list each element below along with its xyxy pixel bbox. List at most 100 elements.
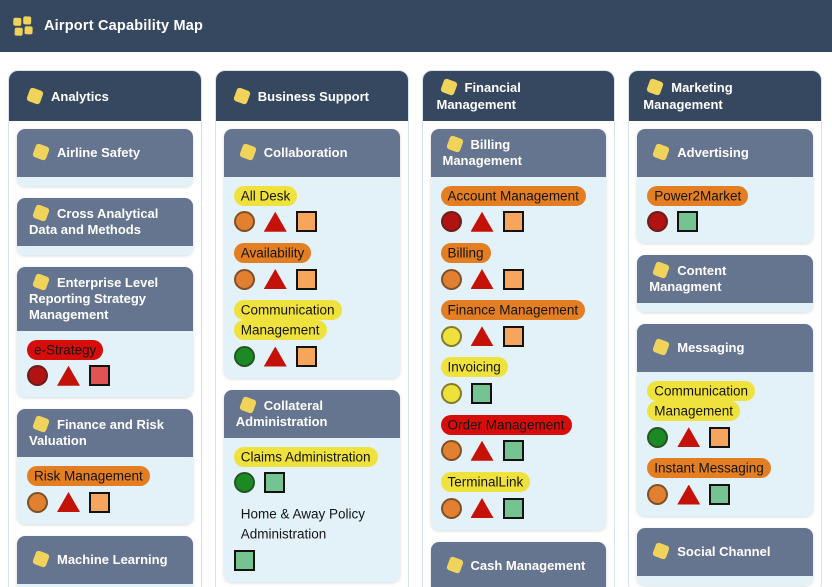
card-header[interactable]: Billing Management bbox=[430, 129, 607, 177]
card-finance-and-risk-valuation[interactable]: Finance and Risk Valuation Risk Managemen… bbox=[17, 409, 193, 524]
card-header[interactable]: Content Managment bbox=[637, 255, 813, 304]
triangle-red-icon bbox=[677, 427, 701, 448]
square-red-icon bbox=[89, 365, 110, 387]
triangle-red-icon bbox=[57, 365, 80, 386]
card-collateral-administration[interactable]: Collateral Administration Claims Administ… bbox=[223, 390, 400, 582]
card-header[interactable]: Finance and Risk Valuation bbox=[17, 409, 193, 458]
item-pill[interactable]: Billing bbox=[440, 242, 491, 263]
card-header[interactable]: Social Channel bbox=[637, 528, 813, 576]
item-pill[interactable]: Power2Market bbox=[647, 185, 749, 206]
capability-item: Billing bbox=[440, 242, 597, 290]
rating-icons bbox=[440, 325, 597, 347]
item-pill[interactable]: Account Management bbox=[440, 185, 586, 206]
card-header-text: Messaging bbox=[649, 338, 744, 357]
column-header[interactable]: Financial Management bbox=[422, 71, 615, 121]
card-enterprise-level-reporting-strategy-management[interactable]: Enterprise Level Reporting Strategy Mana… bbox=[17, 267, 193, 398]
column-header[interactable]: Business Support bbox=[215, 71, 408, 121]
app-title: Airport Capability Map bbox=[44, 18, 204, 34]
circle-green-icon bbox=[233, 472, 255, 494]
square-orange-icon bbox=[502, 268, 524, 290]
circle-orange-icon bbox=[647, 484, 669, 505]
triangle-red-icon bbox=[470, 211, 494, 232]
card-header-text: Cash Management bbox=[443, 555, 585, 574]
rating-icons bbox=[440, 211, 597, 233]
rating-icons bbox=[233, 211, 390, 233]
card-airline-safety[interactable]: Airline Safety bbox=[17, 129, 193, 186]
card-header-text: Cross Analytical Data and Methods bbox=[29, 204, 173, 238]
triangle-red-icon bbox=[677, 484, 701, 505]
triangle-red-icon bbox=[470, 498, 494, 518]
square-orange-icon bbox=[295, 211, 317, 233]
card-body bbox=[17, 177, 193, 186]
circle-orange-icon bbox=[440, 268, 462, 290]
capability-item: Communication Management bbox=[647, 380, 803, 448]
item-pill[interactable]: TerminalLink bbox=[440, 471, 531, 492]
rating-icons bbox=[647, 484, 803, 505]
card-header[interactable]: Cash Management bbox=[430, 541, 607, 587]
card-header-text: Advertising bbox=[649, 143, 749, 161]
item-pill[interactable]: Claims Administration bbox=[233, 446, 378, 467]
card-collaboration[interactable]: Collaboration All Desk Availability Communi… bbox=[223, 129, 400, 378]
square-green-icon bbox=[502, 440, 524, 462]
card-body: All Desk Availability Communication Manage… bbox=[223, 177, 400, 378]
card-content-managment[interactable]: Content Managment bbox=[637, 255, 813, 313]
tag-icon bbox=[652, 542, 671, 560]
capability-item: Power2Market bbox=[647, 185, 803, 233]
card-social-channel[interactable]: Social Channel bbox=[637, 528, 813, 585]
circle-orange-icon bbox=[440, 440, 462, 462]
rating-icons bbox=[647, 426, 803, 448]
square-orange-icon bbox=[295, 268, 317, 290]
card-title: Machine Learning bbox=[57, 551, 168, 567]
tag-icon bbox=[652, 143, 671, 161]
tag-icon bbox=[32, 273, 50, 291]
card-body bbox=[637, 303, 813, 313]
capability-item: TerminalLink bbox=[440, 471, 597, 519]
triangle-red-icon bbox=[470, 269, 494, 289]
item-pill[interactable]: Invoicing bbox=[440, 357, 508, 378]
rating-icons bbox=[440, 383, 597, 404]
column-header[interactable]: Analytics bbox=[9, 71, 201, 121]
circle-orange-icon bbox=[27, 491, 48, 513]
column-header[interactable]: Marketing Management bbox=[629, 71, 821, 121]
card-cross-analytical-data-and-methods[interactable]: Cross Analytical Data and Methods bbox=[17, 198, 193, 255]
card-header[interactable]: Cross Analytical Data and Methods bbox=[17, 198, 193, 246]
tag-icon bbox=[652, 261, 671, 280]
square-orange-icon bbox=[502, 325, 524, 347]
card-title: Social Channel bbox=[677, 544, 771, 559]
item-pill[interactable]: Order Management bbox=[440, 414, 572, 435]
tag-icon bbox=[445, 135, 464, 153]
triangle-red-icon bbox=[470, 440, 494, 461]
item-pill[interactable]: Risk Management bbox=[27, 465, 150, 486]
square-orange-icon bbox=[295, 346, 317, 367]
item-pill[interactable]: Communication Management bbox=[233, 300, 342, 341]
card-machine-learning[interactable]: Machine Learning bbox=[17, 535, 193, 587]
card-header[interactable]: Airline Safety bbox=[17, 129, 193, 177]
card-header-text: Content Managment bbox=[649, 261, 793, 295]
item-pill[interactable]: Availability bbox=[233, 242, 312, 263]
card-header[interactable]: Messaging bbox=[637, 324, 813, 373]
card-title: Advertising bbox=[677, 145, 749, 160]
card-body: Communication Management Instant Messagin… bbox=[637, 372, 813, 516]
card-body: e-Strategy bbox=[17, 331, 193, 398]
item-pill[interactable]: Home & Away Policy Administration bbox=[240, 506, 366, 542]
circle-orange-icon bbox=[233, 211, 255, 233]
card-advertising[interactable]: Advertising Power2Market bbox=[637, 129, 813, 244]
card-header[interactable]: Advertising bbox=[637, 129, 813, 177]
item-pill[interactable]: All Desk bbox=[233, 185, 298, 206]
item-pill[interactable]: Communication Management bbox=[647, 380, 756, 421]
card-billing-management[interactable]: Billing Management Account Management Bill… bbox=[430, 129, 607, 530]
card-header[interactable]: Enterprise Level Reporting Strategy Mana… bbox=[17, 267, 193, 331]
item-pill[interactable]: Instant Messaging bbox=[647, 458, 771, 479]
card-header[interactable]: Collaboration bbox=[223, 129, 400, 177]
square-green-icon bbox=[263, 472, 285, 494]
card-header[interactable]: Machine Learning bbox=[17, 535, 193, 584]
card-header-text: Collateral Administration bbox=[236, 396, 380, 430]
item-pill[interactable]: e-Strategy bbox=[27, 339, 104, 360]
card-header[interactable]: Collateral Administration bbox=[223, 390, 400, 438]
card-body: Claims Administration Home & Away Policy … bbox=[223, 438, 400, 582]
item-pill[interactable]: Finance Management bbox=[440, 300, 586, 320]
card-messaging[interactable]: Messaging Communication Management Instant… bbox=[637, 324, 813, 516]
card-title: Cross Analytical Data and Methods bbox=[29, 206, 159, 237]
column-financial-management: Financial Management Billing Management Ac… bbox=[421, 70, 616, 587]
